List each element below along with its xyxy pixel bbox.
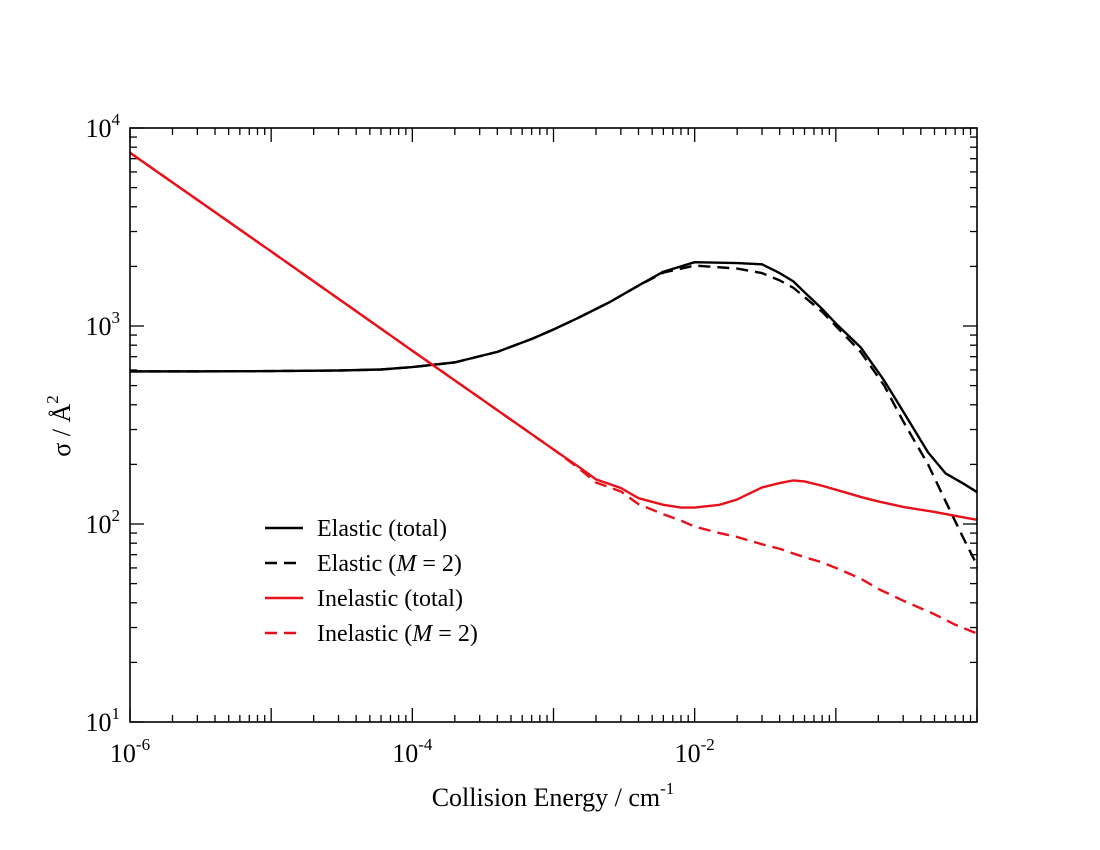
x-tick-label: 10-2 <box>675 735 715 768</box>
legend-label: Elastic (total) <box>317 516 447 542</box>
series-line-4 <box>129 151 978 635</box>
y-tick-label: 101 <box>86 704 121 737</box>
legend-label: Inelastic (M = 2) <box>317 621 478 647</box>
x-tick-label: 10-6 <box>110 735 150 768</box>
y-tick-label: 104 <box>86 110 121 143</box>
series-line-3 <box>129 151 978 521</box>
axis-ticks <box>129 127 978 723</box>
y-axis-title: σ / Å2 <box>43 395 76 457</box>
series-line-2 <box>130 264 979 566</box>
legend-label: Inelastic (total) <box>317 586 463 612</box>
legend: Elastic (total) Elastic (M = 2) Inelastic … <box>265 516 478 647</box>
x-tick-label: 10-4 <box>392 735 433 768</box>
x-axis-title: Collision Energy / cm-1 <box>432 779 675 812</box>
y-tick-label: 102 <box>86 506 121 539</box>
series-layer <box>129 151 979 635</box>
y-tick-labels: 101 102 103 104 <box>86 110 121 737</box>
x-tick-labels: 10-6 10-4 10-2 <box>110 735 715 768</box>
y-tick-label: 103 <box>86 308 121 341</box>
plot-frame <box>129 127 978 723</box>
legend-label: Elastic (M = 2) <box>317 551 462 577</box>
